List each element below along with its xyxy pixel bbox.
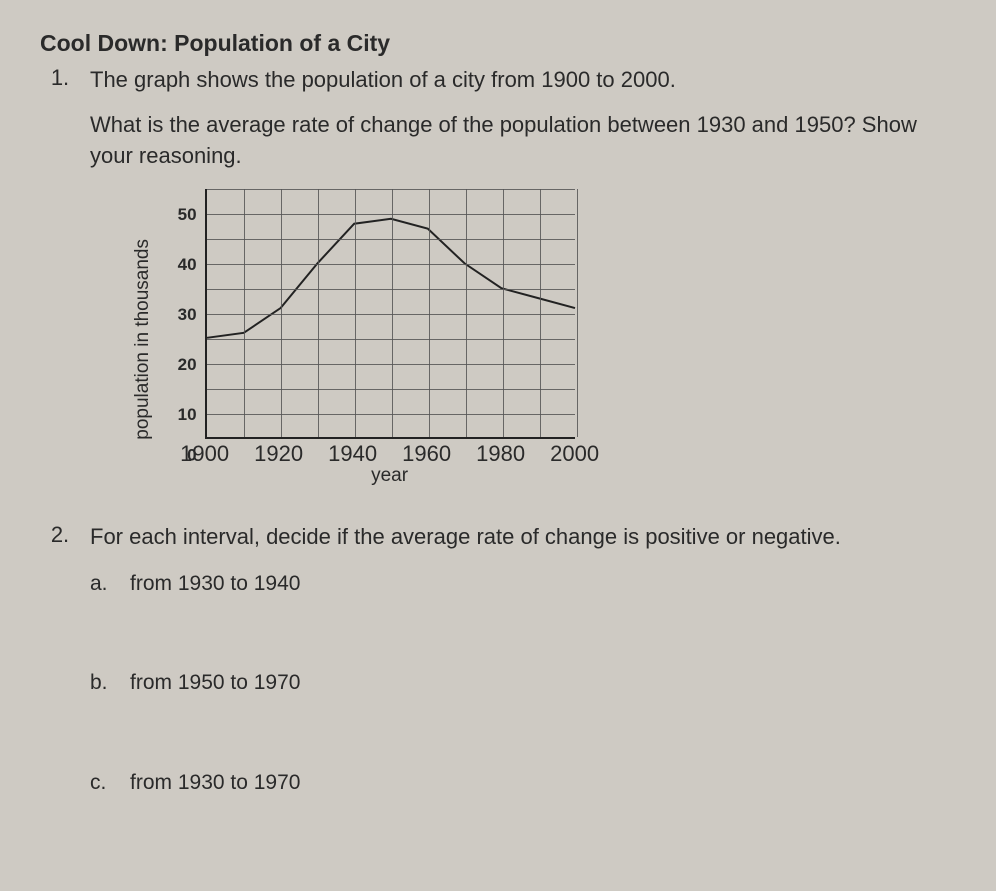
chart-xtick: 1960 bbox=[402, 439, 451, 470]
chart-ytick: 20 bbox=[178, 353, 197, 377]
chart-ytick: 50 bbox=[178, 203, 197, 227]
question-2: 2. For each interval, decide if the aver… bbox=[40, 522, 956, 817]
chart-ytick: 30 bbox=[178, 303, 197, 327]
chart-xtick: 1980 bbox=[476, 439, 525, 470]
question-2c-text: from 1930 to 1970 bbox=[130, 768, 300, 797]
chart-xticks: 190019201940196019802000 bbox=[205, 439, 575, 459]
question-2a: a. from 1930 to 1940 bbox=[90, 569, 956, 598]
chart-xtick: 1940 bbox=[328, 439, 377, 470]
chart-xtick: 1900 bbox=[180, 439, 229, 470]
chart-xtick: 1920 bbox=[254, 439, 303, 470]
question-2b-letter: b. bbox=[90, 668, 130, 697]
chart-xtick: 2000 bbox=[550, 439, 599, 470]
chart-ytick: 10 bbox=[178, 403, 197, 427]
question-2c-letter: c. bbox=[90, 768, 130, 797]
chart-ylabel: population in thousands bbox=[130, 239, 157, 440]
question-2a-text: from 1930 to 1940 bbox=[130, 569, 300, 598]
chart-yticks: 50403020100 bbox=[163, 215, 197, 465]
question-2b: b. from 1950 to 1970 bbox=[90, 668, 956, 697]
question-2-number: 2. bbox=[40, 522, 90, 817]
question-2-text: For each interval, decide if the average… bbox=[90, 522, 956, 553]
question-1-number: 1. bbox=[40, 65, 90, 512]
question-2b-text: from 1950 to 1970 bbox=[130, 668, 300, 697]
question-2c: c. from 1930 to 1970 bbox=[90, 768, 956, 797]
chart-ytick: 40 bbox=[178, 253, 197, 277]
population-chart: population in thousands 50403020100 1900… bbox=[130, 189, 956, 490]
question-2a-letter: a. bbox=[90, 569, 130, 598]
question-1: 1. The graph shows the population of a c… bbox=[40, 65, 956, 512]
question-1-line2: What is the average rate of change of th… bbox=[90, 110, 956, 172]
page-title: Cool Down: Population of a City bbox=[40, 30, 956, 57]
question-1-line1: The graph shows the population of a city… bbox=[90, 65, 956, 96]
chart-plot-area bbox=[205, 189, 575, 439]
